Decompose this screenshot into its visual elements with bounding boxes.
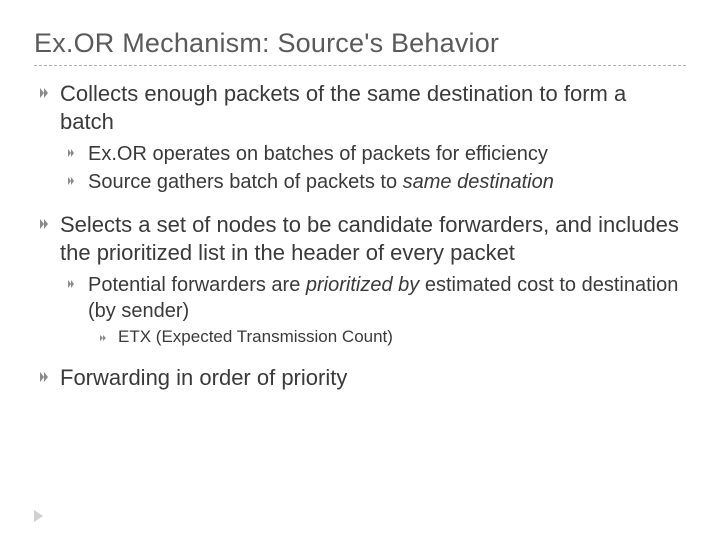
title-divider: [34, 65, 686, 66]
bullet-1-sub-b-text: Source gathers batch of packets to same …: [88, 169, 686, 195]
spacer: [34, 350, 686, 364]
bullet-2-subsub-text: ETX (Expected Transmission Count): [118, 326, 686, 348]
italic-text: by: [398, 274, 425, 296]
italic-text: prioritized: [306, 274, 398, 296]
bullet-2: Selects a set of nodes to be candidate f…: [40, 211, 686, 266]
arrow-icon: [40, 80, 60, 135]
italic-text: same destination: [403, 171, 554, 193]
bullet-2-sub-a: Potential forwarders are prioritized by …: [68, 272, 686, 324]
bullet-3-text: Forwarding in order of priority: [60, 364, 686, 392]
bullet-2-subsub: ETX (Expected Transmission Count): [100, 326, 686, 348]
arrow-icon: [68, 169, 88, 195]
bullet-2-sub-a-text: Potential forwarders are prioritized by …: [88, 272, 686, 324]
spacer: [34, 197, 686, 211]
footer-arrow-icon: [34, 510, 43, 522]
arrow-icon: [40, 211, 60, 266]
text-fragment: Potential forwarders are: [88, 274, 306, 296]
arrow-icon: [68, 272, 88, 324]
bullet-1-sub-a: Ex.OR operates on batches of packets for…: [68, 141, 686, 167]
arrow-icon: [40, 364, 60, 392]
arrow-icon: [68, 141, 88, 167]
slide-title: Ex.OR Mechanism: Source's Behavior: [34, 28, 686, 59]
bullet-1-text: Collects enough packets of the same dest…: [60, 80, 686, 135]
text-fragment: Source gathers batch of packets to: [88, 171, 403, 193]
bullet-1-sub-b: Source gathers batch of packets to same …: [68, 169, 686, 195]
bullet-2-text: Selects a set of nodes to be candidate f…: [60, 211, 686, 266]
bullet-3: Forwarding in order of priority: [40, 364, 686, 392]
slide: Ex.OR Mechanism: Source's Behavior Colle…: [0, 0, 720, 540]
arrow-icon: [100, 326, 118, 348]
bullet-1: Collects enough packets of the same dest…: [40, 80, 686, 135]
bullet-1-sub-a-text: Ex.OR operates on batches of packets for…: [88, 141, 686, 167]
